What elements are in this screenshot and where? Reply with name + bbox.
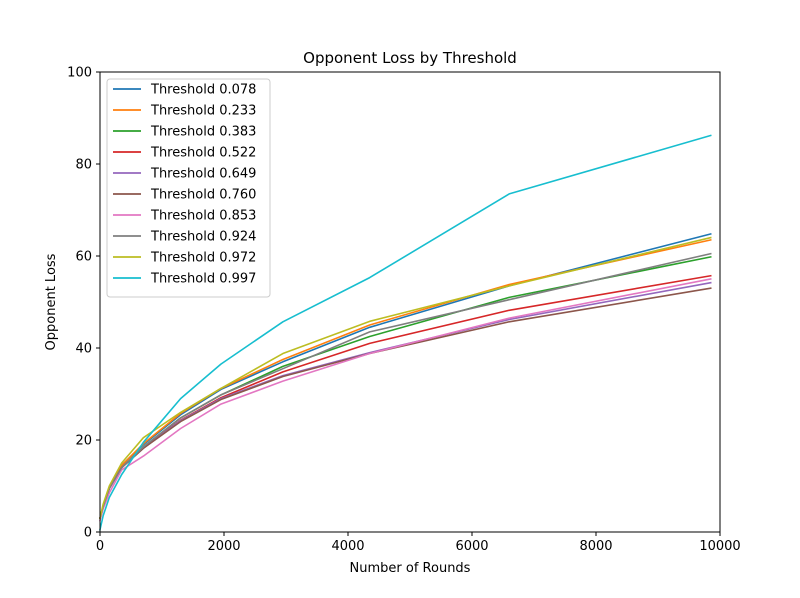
series-line-8 <box>99 236 712 520</box>
legend-label-3: Threshold 0.522 <box>150 146 256 161</box>
y-tick-label-3: 60 <box>75 250 92 265</box>
series-line-9 <box>99 134 712 531</box>
legend: Threshold 0.078 Threshold 0.233 Threshold … <box>106 78 271 298</box>
legend-label-8: Threshold 0.972 <box>150 251 256 266</box>
series-line-6 <box>99 278 712 522</box>
legend-label-5: Threshold 0.760 <box>150 188 256 203</box>
legend-label-0: Threshold 0.078 <box>150 83 256 98</box>
legend-label-6: Threshold 0.853 <box>150 209 256 224</box>
y-tick-label-5: 100 <box>67 66 92 81</box>
y-tick-label-1: 20 <box>75 434 92 449</box>
legend-label-9: Threshold 0.997 <box>150 272 256 287</box>
x-axis-label: Number of Rounds <box>350 561 471 576</box>
y-axis-label: Opponent Loss <box>44 253 59 350</box>
legend-label-7: Threshold 0.924 <box>150 230 256 245</box>
x-tick-label-1: 2000 <box>207 539 240 554</box>
x-tick-label-0: 0 <box>96 539 104 554</box>
y-tick-label-4: 80 <box>75 158 92 173</box>
x-tick-label-5: 10000 <box>699 539 740 554</box>
x-tick-label-3: 6000 <box>455 539 488 554</box>
legend-box <box>106 78 271 298</box>
chart-title: Opponent Loss by Threshold <box>303 49 517 67</box>
x-tick-label-4: 8000 <box>579 539 612 554</box>
legend-label-2: Threshold 0.383 <box>150 125 256 140</box>
plot-area: 0 2000 4000 6000 8000 10000 0 20 40 60 80 100 <box>67 66 741 555</box>
y-tick-label-0: 0 <box>84 526 92 541</box>
axes-frame <box>99 71 721 533</box>
x-tick-label-2: 4000 <box>331 539 364 554</box>
y-tick-label-2: 40 <box>75 342 92 357</box>
legend-label-1: Threshold 0.233 <box>150 104 256 119</box>
legend-label-4: Threshold 0.649 <box>150 167 256 182</box>
